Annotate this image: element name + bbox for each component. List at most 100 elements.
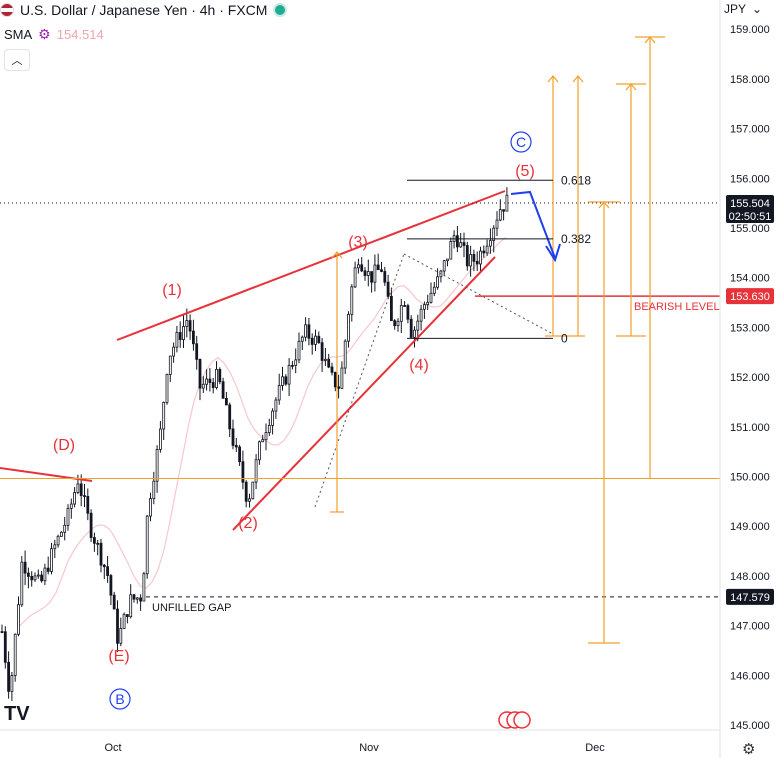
price-tag-label: 155.504 — [730, 198, 770, 210]
candle-body — [327, 358, 331, 368]
candle-body — [119, 628, 123, 644]
candle-body — [304, 324, 308, 338]
candle-body — [152, 480, 156, 500]
candle-body — [211, 382, 215, 388]
candle-body — [0, 631, 4, 633]
candle-body — [436, 276, 440, 288]
currency-selector[interactable]: JPY ⌄ — [724, 2, 762, 16]
candle-body — [287, 364, 291, 385]
candle-body — [93, 537, 96, 544]
candle-body — [60, 531, 63, 537]
price-tick-label: 157.000 — [730, 124, 770, 136]
candle-body — [208, 378, 212, 383]
candle-body — [112, 594, 116, 610]
candle-body — [215, 368, 218, 388]
candle-body — [10, 675, 14, 692]
market-open-icon — [273, 3, 288, 17]
time-tick-label: Nov — [359, 742, 379, 754]
price-tag — [726, 288, 774, 305]
candle-body — [432, 286, 436, 294]
candle-body — [20, 561, 24, 606]
candle-body — [168, 355, 172, 375]
candle-body — [446, 258, 449, 262]
candle-body — [337, 386, 341, 389]
gear-icon[interactable]: ⚙ — [742, 741, 756, 758]
candle-body — [271, 410, 275, 426]
candle-body — [13, 633, 17, 676]
candle-body — [370, 271, 374, 283]
price-tick-label: 150.000 — [730, 472, 770, 484]
chevron-up-icon: ︿ — [11, 55, 23, 67]
candle-body — [142, 573, 146, 602]
candle-body — [165, 374, 169, 403]
candle-body — [3, 631, 7, 663]
candle-body — [323, 358, 327, 361]
candle-body — [472, 254, 476, 262]
candle-body — [409, 318, 413, 338]
d-trend-line — [0, 467, 93, 482]
chart-header: U.S. Dollar / Japanese Yen · 4h · FXCM — [0, 0, 288, 20]
candle-body — [416, 320, 420, 331]
candle-body — [347, 313, 350, 342]
tradingview-logo: TV — [4, 703, 30, 725]
collapse-legend-button[interactable]: ︿ — [4, 49, 30, 71]
candle-body — [178, 332, 182, 340]
candle-body — [267, 424, 271, 433]
dotted-channel-line — [403, 253, 554, 335]
candle-body — [340, 367, 344, 389]
candle-body — [294, 359, 298, 366]
candle-body — [356, 264, 360, 269]
candle-body — [251, 481, 255, 500]
time-axis: Oct Nov Dec — [0, 729, 720, 754]
candle-body — [158, 428, 162, 450]
candle-body — [244, 481, 248, 502]
candle-body — [83, 495, 86, 497]
wave-label: (4) — [409, 357, 429, 374]
price-tick-label: 149.000 — [730, 521, 770, 533]
candle-body — [498, 209, 502, 221]
price-tick-label: 146.000 — [730, 670, 770, 682]
candle-body — [290, 364, 294, 367]
price-tick-label: 148.000 — [730, 571, 770, 583]
currency-label: JPY — [724, 2, 747, 16]
candle-body — [221, 381, 225, 399]
wave-label: (3) — [348, 234, 368, 251]
indicator-settings-icon[interactable]: ⚙ — [38, 26, 51, 42]
candles — [0, 187, 509, 702]
candle-body — [182, 326, 185, 340]
candle-body — [310, 337, 314, 345]
chevron-down-icon: ⌄ — [752, 2, 763, 16]
price-axis: 159.000 158.000 157.000 156.000 155.000 154.0… — [719, 0, 770, 758]
candle-body — [333, 371, 337, 388]
candle-body — [191, 330, 195, 345]
candle-body — [26, 572, 30, 577]
candle-body — [363, 270, 367, 276]
fib-levels: 0.618 0.382 0 — [407, 173, 591, 345]
candle-body — [102, 564, 106, 568]
sma-label: SMA — [4, 27, 33, 42]
candle-body — [307, 324, 311, 339]
symbol-title[interactable]: U.S. Dollar / Japanese Yen · 4h · FXCM — [20, 2, 268, 18]
candle-body — [469, 254, 473, 267]
candle-body — [195, 343, 199, 360]
candle-body — [89, 512, 93, 538]
candle-body — [257, 441, 261, 461]
candle-body — [502, 209, 506, 212]
candle-body — [30, 576, 34, 581]
candle-body — [264, 432, 268, 441]
candle-body — [109, 575, 113, 596]
candle-body — [442, 260, 446, 272]
sma-legend[interactable]: SMA ⚙ 154.514 — [4, 26, 104, 43]
candle-body — [234, 445, 238, 448]
price-tag-label: 153.630 — [730, 291, 770, 303]
candle-body — [281, 376, 284, 386]
candle-body — [73, 492, 76, 505]
sma-value: 154.514 — [56, 27, 104, 42]
candle-body — [330, 366, 334, 373]
wave-label: (1) — [162, 282, 182, 299]
candle-body — [350, 286, 354, 315]
candle-body — [386, 281, 390, 297]
candle-body — [139, 597, 143, 602]
candle-body — [353, 267, 357, 288]
